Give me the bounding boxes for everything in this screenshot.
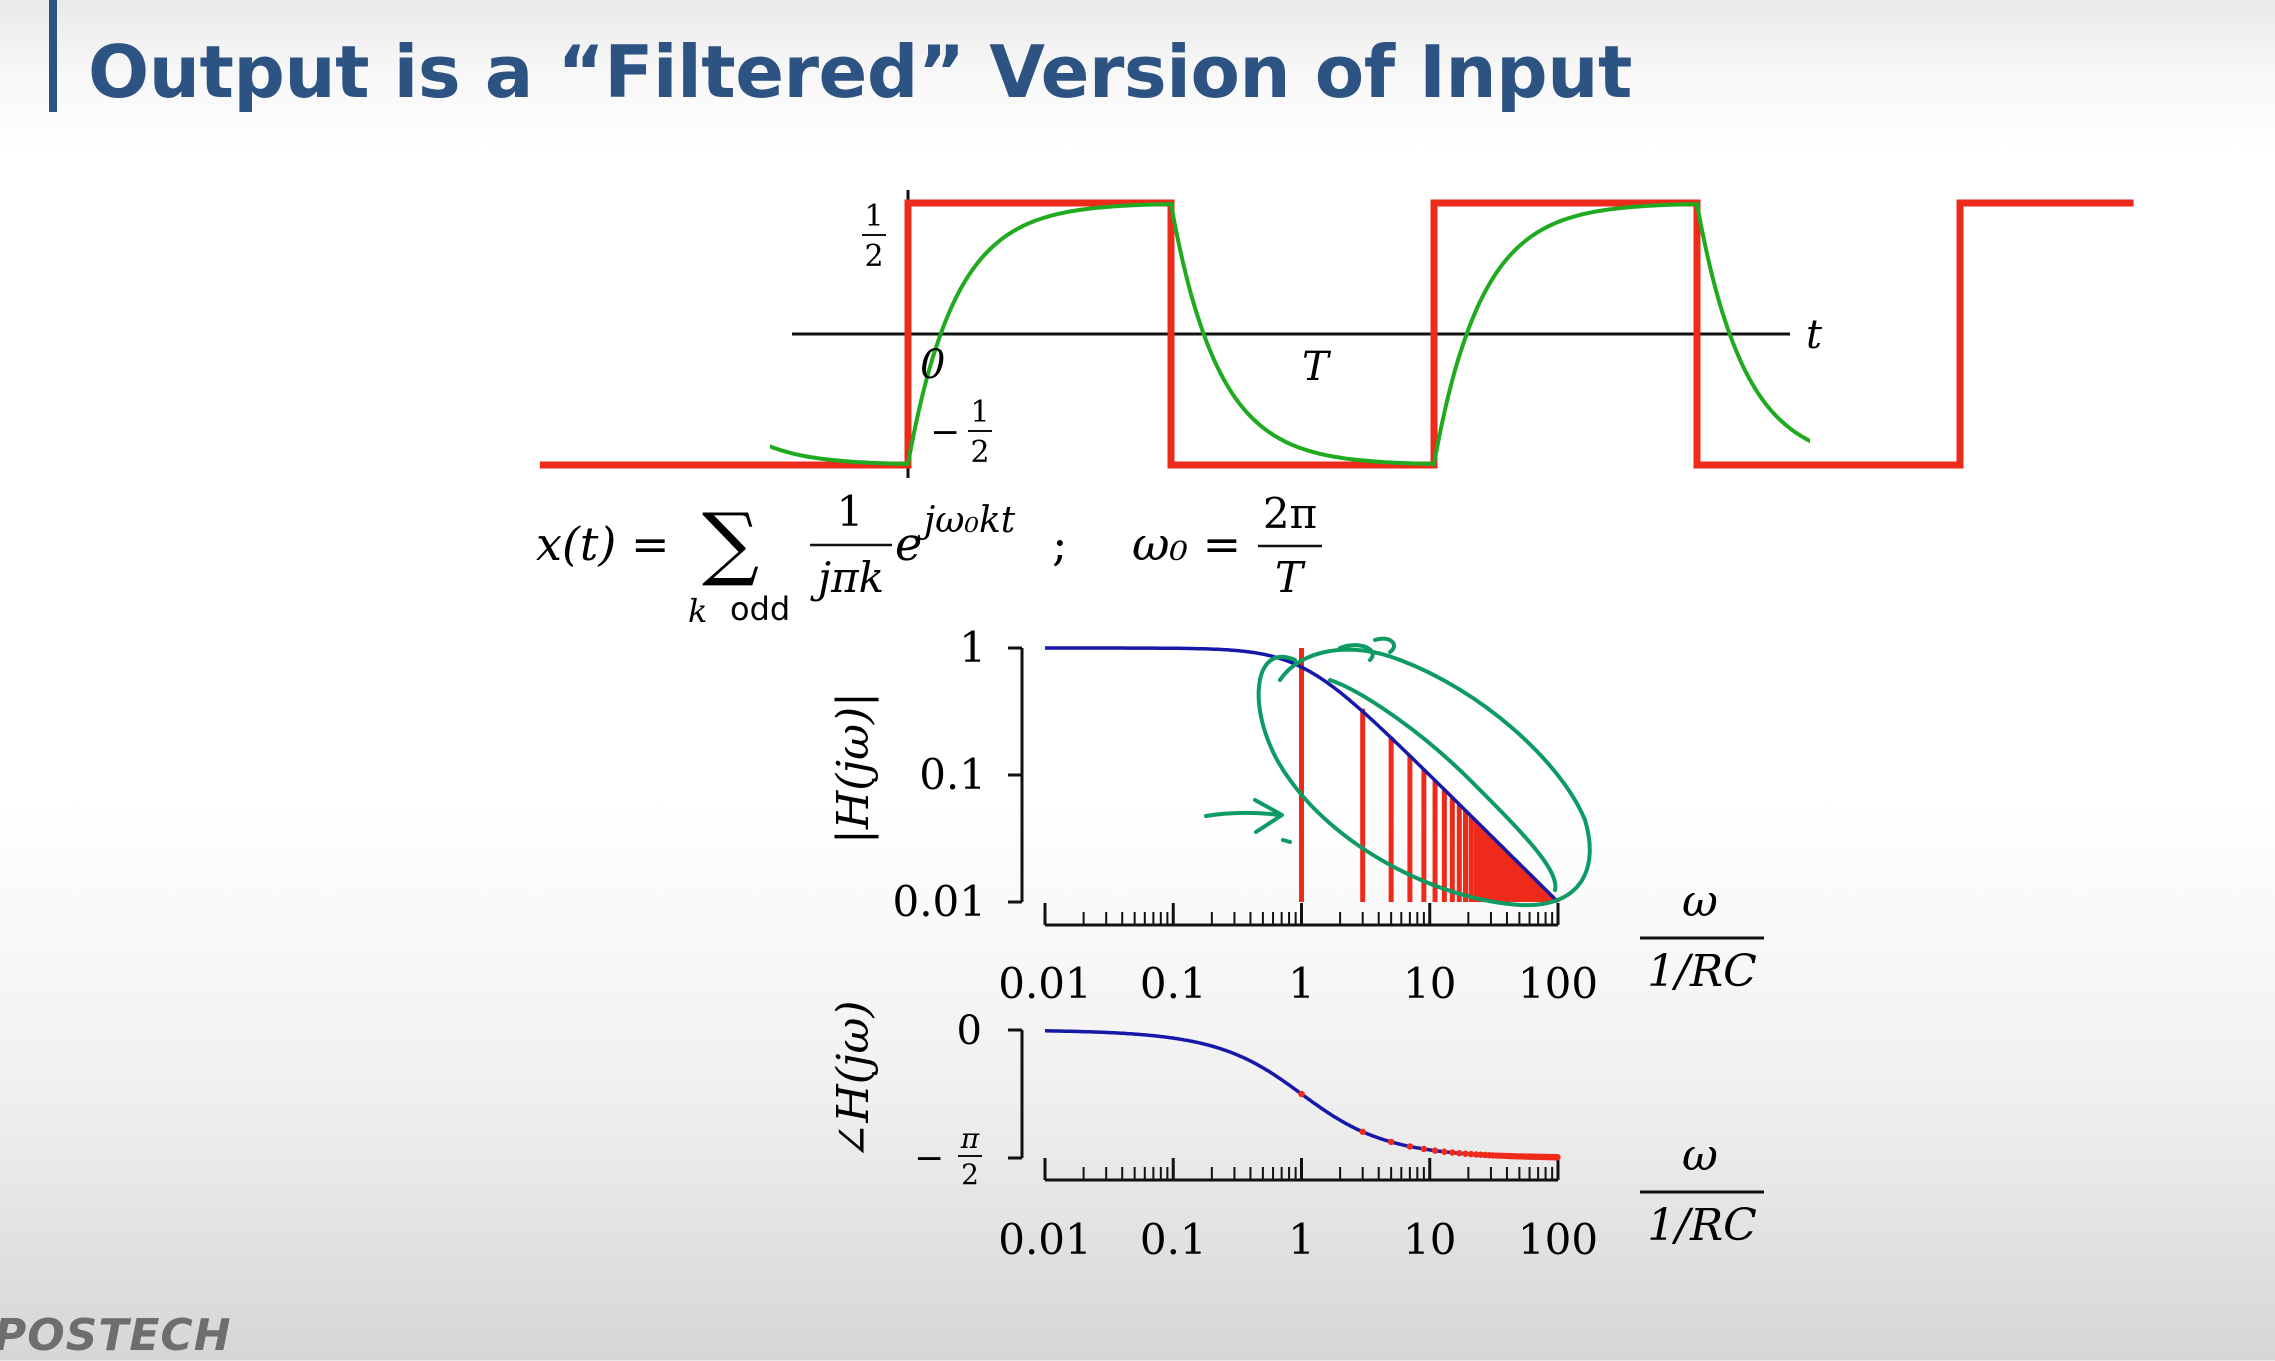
harmonic-phase-point bbox=[1462, 1150, 1469, 1157]
svg-text:1/RC: 1/RC bbox=[1647, 946, 1757, 997]
summation-index: k bbox=[688, 592, 707, 630]
equation-separator: ; bbox=[1052, 517, 1068, 571]
svg-text:1/RC: 1/RC bbox=[1647, 1200, 1757, 1251]
summation-odd: odd bbox=[730, 590, 790, 628]
magnitude-plot: |H(jω)| 1 0.1 0.01 0.01 0.1 1 10 100 ω 1/RC bbox=[828, 623, 1764, 1008]
phase-xtick-label: 100 bbox=[1518, 1215, 1598, 1264]
harmonic-phase-point bbox=[1472, 1151, 1480, 1158]
fourier-equation: x(t) = ∑ k odd 1 jπk e jω₀kt ; ω₀ = 2π T bbox=[536, 487, 1322, 630]
high-level-label: 1 2 bbox=[862, 199, 886, 274]
harmonic-phase-point bbox=[1554, 1153, 1561, 1161]
phase-xtick-label: 1 bbox=[1288, 1215, 1315, 1264]
phase-ytick-neg-half-pi: − π 2 bbox=[914, 1122, 982, 1191]
svg-text:1: 1 bbox=[970, 395, 989, 430]
origin-tick-label: 0 bbox=[920, 342, 945, 388]
title-accent-bar bbox=[49, 0, 57, 112]
magnitude-ytick-label: 1 bbox=[959, 623, 986, 672]
handwritten-annotation bbox=[1204, 636, 1592, 908]
omega-numerator: 2π bbox=[1263, 489, 1317, 538]
equation-lhs: x(t) = bbox=[536, 517, 670, 571]
annotation-arrow-icon bbox=[1204, 798, 1284, 834]
coefficient-numerator: 1 bbox=[837, 487, 864, 536]
annotation-scribble-icon bbox=[1338, 636, 1396, 662]
omega-definition-lhs: ω₀ = bbox=[1132, 517, 1241, 571]
svg-text:2: 2 bbox=[970, 435, 989, 470]
phase-ylabel: ∠H(jω) bbox=[828, 1000, 879, 1159]
phase-xtick-label: 10 bbox=[1403, 1215, 1456, 1264]
mag-xtick-label: 100 bbox=[1518, 959, 1598, 1008]
phase-plot: ∠H(jω) 0 − π 2 0.01 0.1 1 10 100 ω 1/RC bbox=[828, 1000, 1764, 1264]
harmonic-phase-point bbox=[1456, 1150, 1463, 1157]
harmonic-phase-point bbox=[1420, 1145, 1428, 1153]
waveform-plot: t 0 T 1 2 − 1 2 bbox=[539, 190, 2134, 478]
coefficient-denominator: jπk bbox=[810, 553, 884, 602]
harmonic-phase-point bbox=[1431, 1147, 1439, 1154]
annotation-dash-icon bbox=[1281, 838, 1292, 844]
harmonic-phase-point bbox=[1387, 1138, 1395, 1146]
harmonic-phase-point bbox=[1359, 1128, 1366, 1135]
annotation-inner-loop-icon bbox=[1328, 678, 1558, 892]
svg-text:2: 2 bbox=[864, 239, 883, 274]
exponential-base: e bbox=[895, 517, 922, 571]
filtered-output-wave bbox=[770, 201, 1810, 467]
period-tick-label: T bbox=[1302, 344, 1332, 390]
mag-xtick-label: 10 bbox=[1403, 959, 1456, 1008]
postech-logo: POSTECH bbox=[0, 1310, 232, 1361]
time-axis-label: t bbox=[1806, 312, 1823, 358]
harmonic-phase-point bbox=[1449, 1149, 1456, 1156]
phase-ytick-zero: 0 bbox=[957, 1008, 982, 1054]
svg-text:1: 1 bbox=[864, 199, 883, 234]
mag-xtick-label: 0.01 bbox=[998, 959, 1092, 1008]
annotation-circle-icon bbox=[1256, 647, 1592, 908]
harmonic-phase-point bbox=[1441, 1148, 1448, 1155]
input-square-wave bbox=[539, 199, 2134, 469]
magnitude-ylabel: |H(jω)| bbox=[828, 692, 879, 844]
svg-text:2: 2 bbox=[961, 1158, 979, 1191]
low-level-label: − 1 2 bbox=[930, 395, 992, 470]
magnitude-ytick-label: 0.1 bbox=[919, 750, 986, 799]
svg-text:π: π bbox=[960, 1122, 980, 1155]
exponent: jω₀kt bbox=[917, 500, 1016, 541]
phase-xtick-label: 0.01 bbox=[998, 1215, 1092, 1264]
slide-title: Output is a “Filtered” Version of Input bbox=[88, 30, 1632, 114]
mag-xtick-label: 1 bbox=[1288, 959, 1315, 1008]
magnitude-response-curve bbox=[1045, 646, 1560, 904]
harmonic-phase-point bbox=[1406, 1143, 1414, 1150]
svg-text:ω: ω bbox=[1682, 876, 1718, 927]
magnitude-ytick-label: 0.01 bbox=[892, 877, 986, 926]
phase-xlabel: ω 1/RC bbox=[1640, 1130, 1764, 1251]
magnitude-xlabel: ω 1/RC bbox=[1640, 876, 1764, 997]
omega-denominator: T bbox=[1275, 553, 1306, 602]
harmonic-phase-point bbox=[1298, 1090, 1305, 1098]
svg-text:−: − bbox=[930, 412, 960, 453]
summation-symbol: ∑ bbox=[702, 496, 759, 589]
svg-text:−: − bbox=[914, 1138, 944, 1179]
mag-xtick-label: 0.1 bbox=[1140, 959, 1207, 1008]
svg-text:ω: ω bbox=[1682, 1130, 1718, 1181]
harmonic-phase-point bbox=[1467, 1150, 1475, 1158]
phase-xtick-label: 0.1 bbox=[1140, 1215, 1207, 1264]
